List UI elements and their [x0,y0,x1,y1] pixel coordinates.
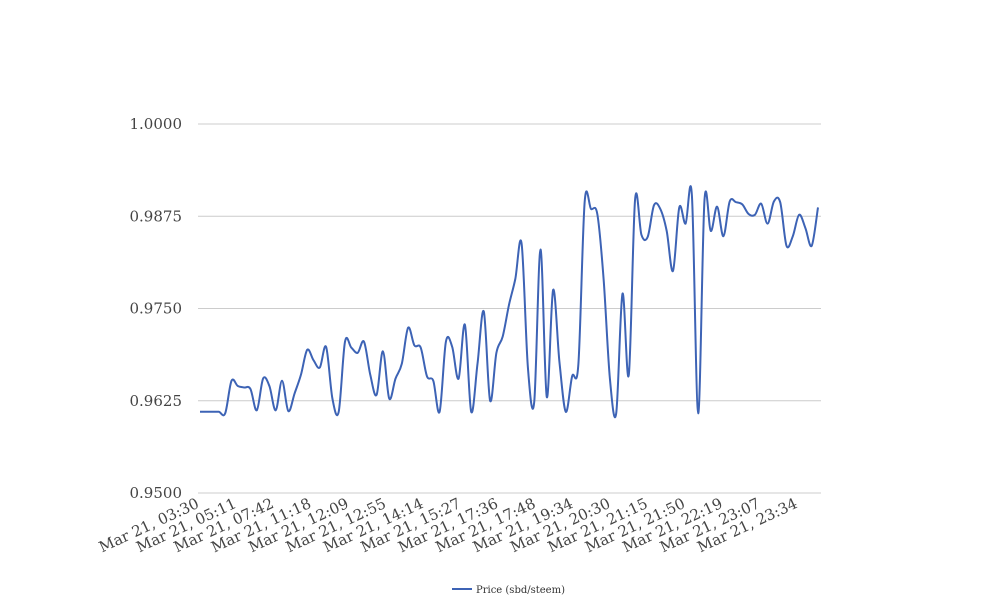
gridlines [198,123,821,494]
series-layer [199,185,819,418]
y-tick-label: 1.0000 [130,115,183,133]
y-tick-label: 0.9750 [130,300,183,318]
y-tick-label: 0.9625 [130,392,183,410]
series-line-0 [199,185,819,418]
legend: Price (sbd/steem) [452,585,565,596]
legend-label: Price (sbd/steem) [476,585,565,596]
y-tick-label: 0.9875 [130,207,183,225]
y-tick-label: 0.9500 [130,484,183,502]
y-axis-ticks: 0.9500 0.9625 0.9750 0.9875 1.0000 [130,115,183,502]
